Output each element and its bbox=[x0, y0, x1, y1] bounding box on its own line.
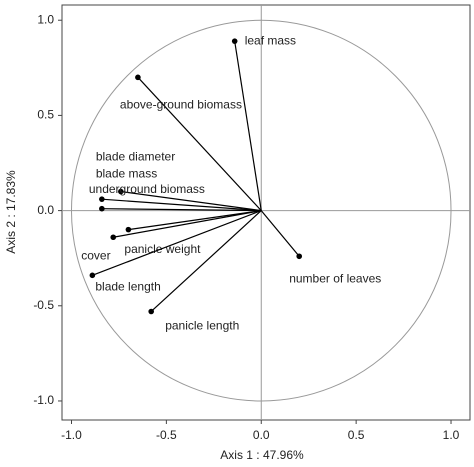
vector bbox=[101, 208, 262, 212]
y-tick-label: 0.0 bbox=[37, 203, 54, 217]
x-axis-title: Axis 1 : 47.96% bbox=[220, 448, 304, 462]
x-tick-label: 1.0 bbox=[443, 428, 460, 442]
y-tick-label: 1.0 bbox=[37, 12, 54, 26]
point bbox=[231, 38, 238, 44]
point bbox=[296, 253, 303, 260]
point-label: underground biomass bbox=[89, 182, 205, 196]
y-tick-label: 0.5 bbox=[37, 108, 54, 122]
point bbox=[99, 205, 105, 212]
x-tick-label: -0.5 bbox=[156, 428, 177, 442]
y-tick-label: -0.5 bbox=[33, 298, 54, 312]
point bbox=[135, 74, 141, 81]
vector bbox=[92, 210, 262, 276]
point bbox=[99, 196, 105, 202]
vector bbox=[113, 210, 262, 238]
vector bbox=[234, 41, 262, 211]
point-label: cover bbox=[81, 248, 110, 262]
x-tick-label: 0.0 bbox=[253, 428, 270, 442]
point-label: blade diameter bbox=[96, 150, 175, 164]
point-label: blade length bbox=[95, 279, 160, 293]
vector bbox=[150, 210, 262, 312]
x-tick-label: 0.5 bbox=[348, 428, 365, 442]
vector bbox=[260, 210, 300, 257]
y-tick-label: -1.0 bbox=[33, 393, 54, 407]
point bbox=[89, 272, 96, 279]
point-label: panicle length bbox=[165, 319, 239, 333]
vector bbox=[128, 210, 262, 231]
y-axis-title: Axis 2 : 17.83% bbox=[4, 170, 18, 254]
point-label: number of leaves bbox=[289, 271, 381, 285]
point-label: above-ground biomass bbox=[120, 98, 242, 112]
point-label: leaf mass bbox=[245, 33, 296, 47]
plot-frame bbox=[61, 4, 471, 421]
vector bbox=[120, 190, 262, 212]
x-tick-label: -1.0 bbox=[61, 428, 82, 442]
point-label: blade mass bbox=[96, 166, 157, 180]
vector bbox=[137, 76, 262, 212]
point bbox=[110, 234, 117, 241]
point bbox=[125, 226, 132, 233]
point bbox=[118, 188, 124, 195]
vector bbox=[101, 198, 262, 212]
point bbox=[148, 308, 154, 315]
